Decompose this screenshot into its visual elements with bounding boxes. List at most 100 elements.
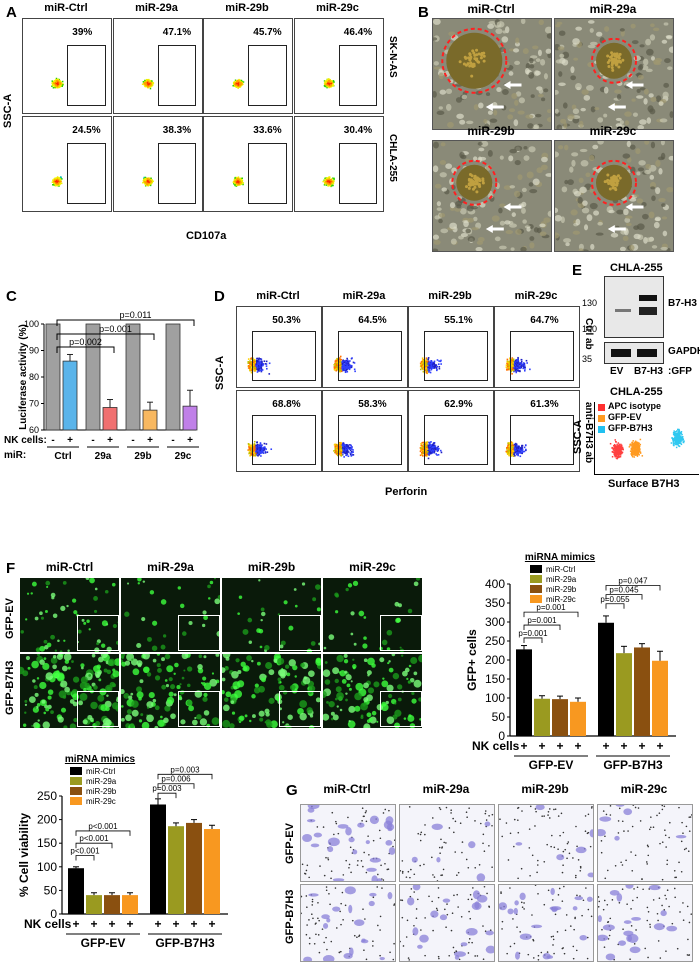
- flow-plot: 39%: [22, 18, 112, 114]
- inset-box: [279, 691, 321, 728]
- group-label: GFP-B7H3: [155, 936, 215, 950]
- panel-a-xlabel: CD107a: [186, 230, 227, 242]
- ytick-label: 200: [37, 813, 57, 827]
- gate-box: [248, 143, 287, 204]
- panel-e-title-blot: CHLA-255: [610, 262, 663, 274]
- panel-g-col-title: miR-29c: [620, 782, 668, 796]
- surface-flow-plot: [594, 402, 699, 475]
- flow-plot: 47.1%: [112, 18, 203, 114]
- group-label: GFP-B7H3: [603, 758, 663, 772]
- bar: [86, 895, 102, 914]
- bar: [168, 826, 184, 914]
- y-axis-label: Luciferase activity (%): [18, 324, 29, 430]
- panel-g-col-title: miR-29b: [521, 782, 569, 796]
- micrograph: [432, 18, 552, 130]
- transwell-image: [597, 884, 693, 962]
- panel-g-col-title: miR-29a: [422, 782, 470, 796]
- sig-bracket: [56, 346, 115, 353]
- p-value: p=0.001: [99, 324, 132, 334]
- panel-a-col-title: miR-29b: [225, 2, 269, 14]
- flow-plot: 64.5%: [322, 306, 408, 388]
- panel-f-row-label: GFP-B7H3: [4, 660, 16, 715]
- flow-plot: 68.8%: [236, 390, 322, 472]
- flow-plot: 55.1%: [408, 306, 494, 388]
- legend-label: miR-29c: [546, 595, 576, 604]
- legend-label: miR-29a: [546, 575, 577, 584]
- sig-bracket: [157, 792, 177, 799]
- panel-f-col-title: miR-29b: [247, 560, 296, 574]
- nk-sign: +: [126, 917, 133, 931]
- bar: [45, 323, 61, 431]
- ytick-label: 250: [37, 789, 57, 803]
- panel-b-title: miR-29c: [589, 124, 637, 138]
- p-value: p=0.006: [161, 775, 191, 784]
- panel-a-label: A: [6, 4, 17, 21]
- ytick-label: 250: [485, 634, 505, 648]
- lane-suffix: :GFP: [668, 366, 692, 377]
- sig-bracket: [56, 319, 195, 326]
- fluorescence-image: [121, 578, 220, 652]
- ytick-label: 100: [37, 860, 57, 874]
- inset-box: [178, 615, 220, 652]
- ytick-label: 50: [492, 710, 506, 724]
- gate-box: [248, 45, 287, 106]
- panel-g-row-label: GFP-EV: [284, 823, 296, 864]
- bar: [85, 323, 101, 431]
- legend-title: miRNA mimics: [65, 754, 136, 765]
- flow-plot: 45.7%: [203, 18, 293, 114]
- sig-bracket: [605, 594, 643, 600]
- bar: [552, 699, 568, 736]
- fluorescence-image: [323, 578, 422, 652]
- ytick-label: 100: [24, 319, 39, 329]
- nk-sign: -: [131, 435, 134, 446]
- legend-title: miRNA mimics: [525, 552, 596, 563]
- group-label: 29a: [95, 451, 112, 462]
- panel-e-ylabel: SSC-A: [572, 419, 584, 454]
- nk-sign: +: [538, 739, 545, 753]
- gate-percent: 39%: [72, 26, 93, 38]
- ytick-label: 80: [29, 372, 39, 382]
- p-value: p=0.055: [600, 595, 630, 604]
- p-value: p=0.047: [618, 577, 648, 586]
- panel-d-row-label: anti-B7H3 ab: [583, 402, 594, 464]
- bar: [102, 407, 118, 431]
- gate-box: [424, 331, 489, 381]
- gate-percent: 68.8%: [272, 399, 301, 410]
- y-axis-label: GFP+ cells: [465, 629, 479, 691]
- legend-swatch: [530, 575, 542, 583]
- panel-a-col-title: miR-29a: [135, 2, 178, 14]
- lane-label: B7-H3: [634, 366, 663, 377]
- gate-box: [338, 331, 403, 381]
- flow-plot: 33.6%: [203, 116, 293, 212]
- gate-box: [510, 331, 575, 381]
- p-value: p=0.003: [152, 784, 182, 793]
- bar: [634, 647, 650, 736]
- ytick-label: 150: [37, 836, 57, 850]
- nk-sign: +: [147, 435, 153, 446]
- legend-label: GFP-B7H3: [608, 423, 653, 433]
- nk-sign: +: [620, 739, 627, 753]
- transwell-image: [498, 804, 594, 882]
- sig-bracket: [605, 603, 625, 609]
- gate-percent: 64.7%: [530, 315, 559, 326]
- fluorescence-image: [20, 578, 119, 652]
- gate-percent: 58.3%: [358, 399, 387, 410]
- panel-b-title: miR-Ctrl: [467, 2, 515, 16]
- micrograph: [554, 18, 674, 130]
- ytick-label: 0: [50, 907, 57, 921]
- nk-sign: +: [67, 435, 73, 446]
- gate-box: [338, 415, 403, 465]
- gate-percent: 30.4%: [343, 124, 373, 136]
- legend-label: miR-Ctrl: [546, 565, 576, 574]
- legend-swatch: [70, 797, 82, 805]
- inset-box: [380, 615, 422, 652]
- nk-label: NK cells:: [4, 435, 47, 446]
- micrograph: [432, 140, 552, 252]
- legend-swatch: [598, 404, 605, 411]
- nk-sign: -: [51, 435, 54, 446]
- panel-g-col-title: miR-Ctrl: [323, 782, 371, 796]
- panel-f-col-title: miR-Ctrl: [45, 560, 94, 574]
- nk-sign: -: [91, 435, 94, 446]
- gate-percent: 46.4%: [343, 26, 373, 38]
- group-label: GFP-EV: [81, 936, 126, 950]
